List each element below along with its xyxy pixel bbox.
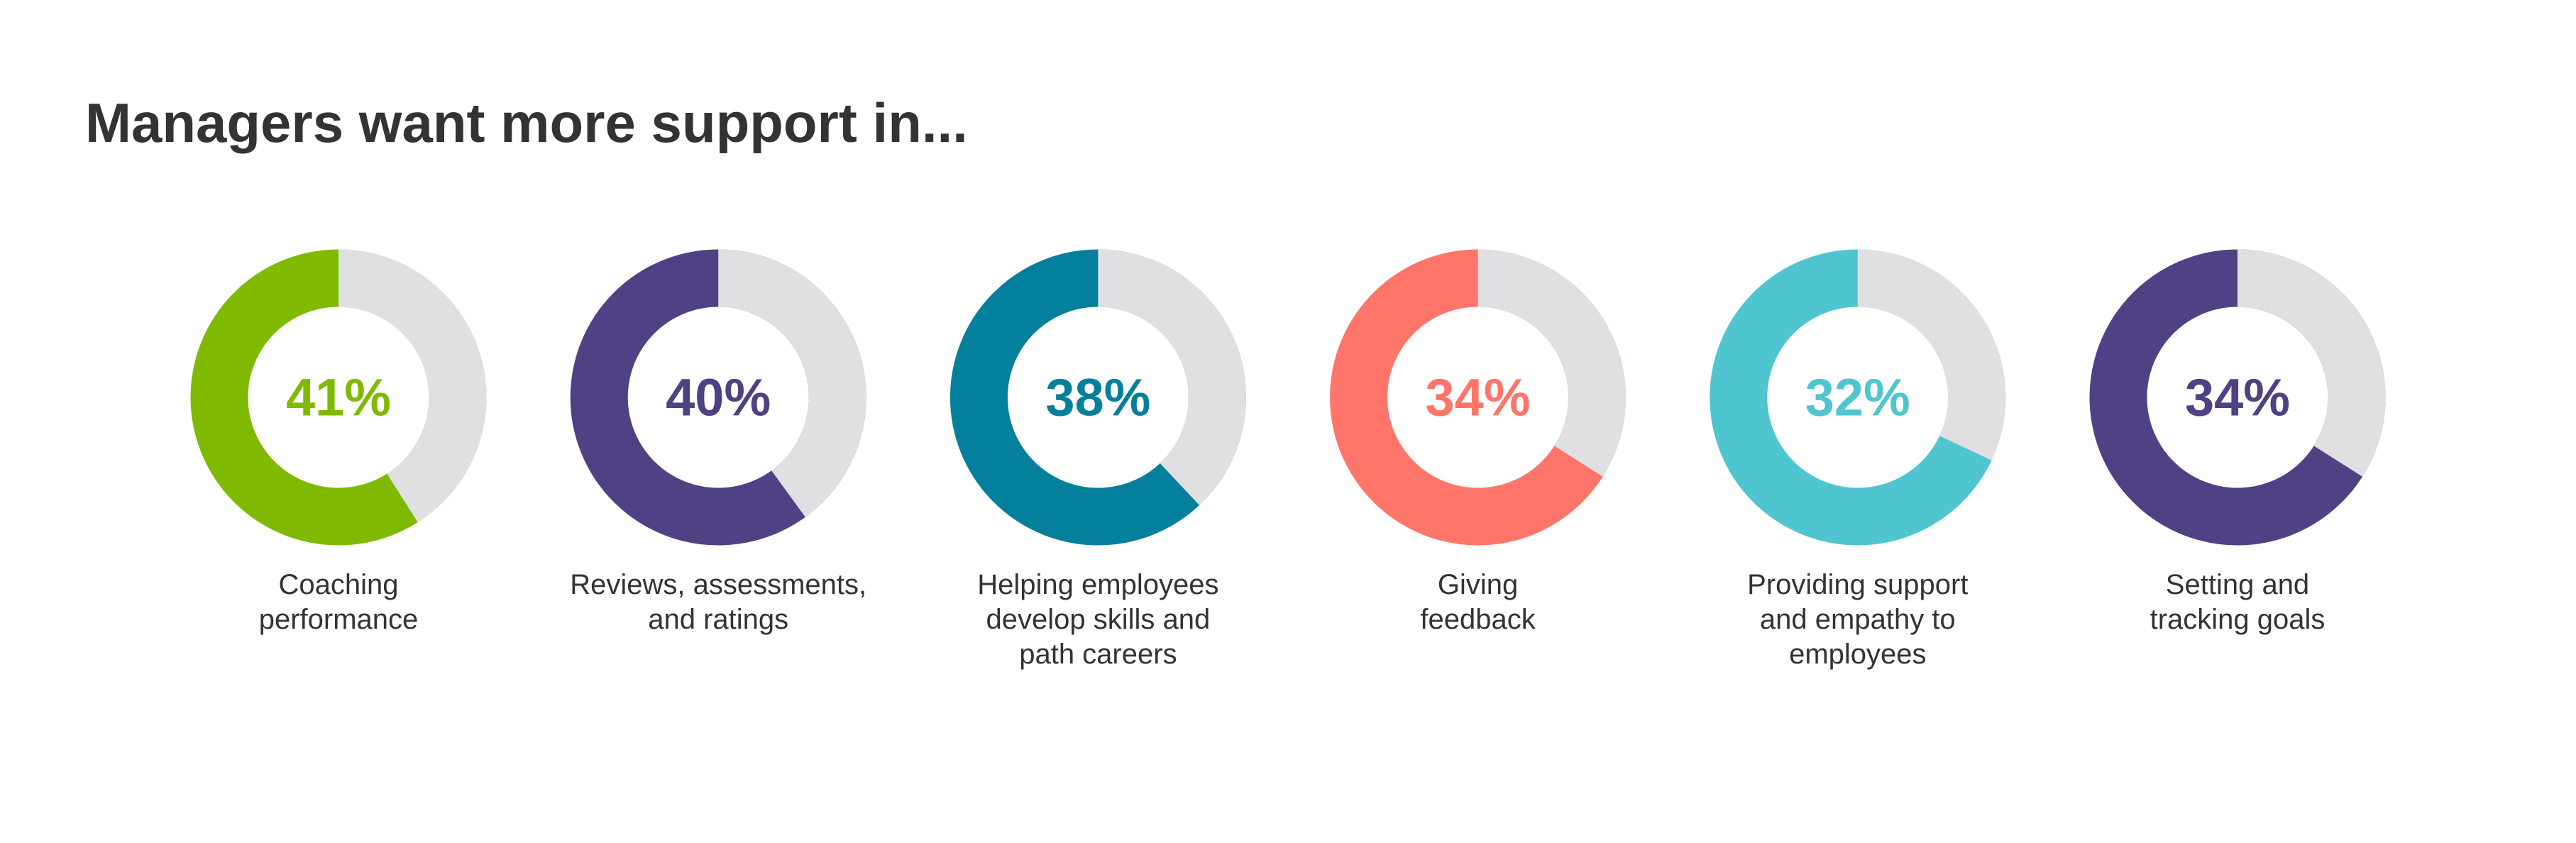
- category-label: Coaching performance: [258, 569, 419, 635]
- donut-arc: [1097, 249, 1246, 505]
- category-label: Setting and tracking goals: [2150, 569, 2325, 635]
- value-label: 41%: [286, 368, 391, 427]
- donut-arc: [1856, 249, 2006, 461]
- donut-arc: [717, 249, 866, 517]
- value-label: 40%: [666, 368, 771, 427]
- donut-arc: [338, 249, 487, 523]
- value-label: 32%: [1805, 368, 1910, 427]
- value-label: 34%: [1426, 368, 1531, 427]
- category-label: Reviews, assessments, and ratings: [570, 569, 867, 635]
- donut-arc: [1477, 249, 1626, 477]
- category-label: Providing support and empathy to employe…: [1747, 569, 1969, 670]
- value-label: 38%: [1045, 368, 1150, 427]
- donut-arc: [2237, 249, 2386, 477]
- value-label: 34%: [2185, 368, 2290, 427]
- category-label: Giving feedback: [1420, 569, 1536, 635]
- category-label: Helping employees develop skills and pat…: [977, 569, 1219, 670]
- chart-title: Managers want more support in...: [85, 92, 968, 154]
